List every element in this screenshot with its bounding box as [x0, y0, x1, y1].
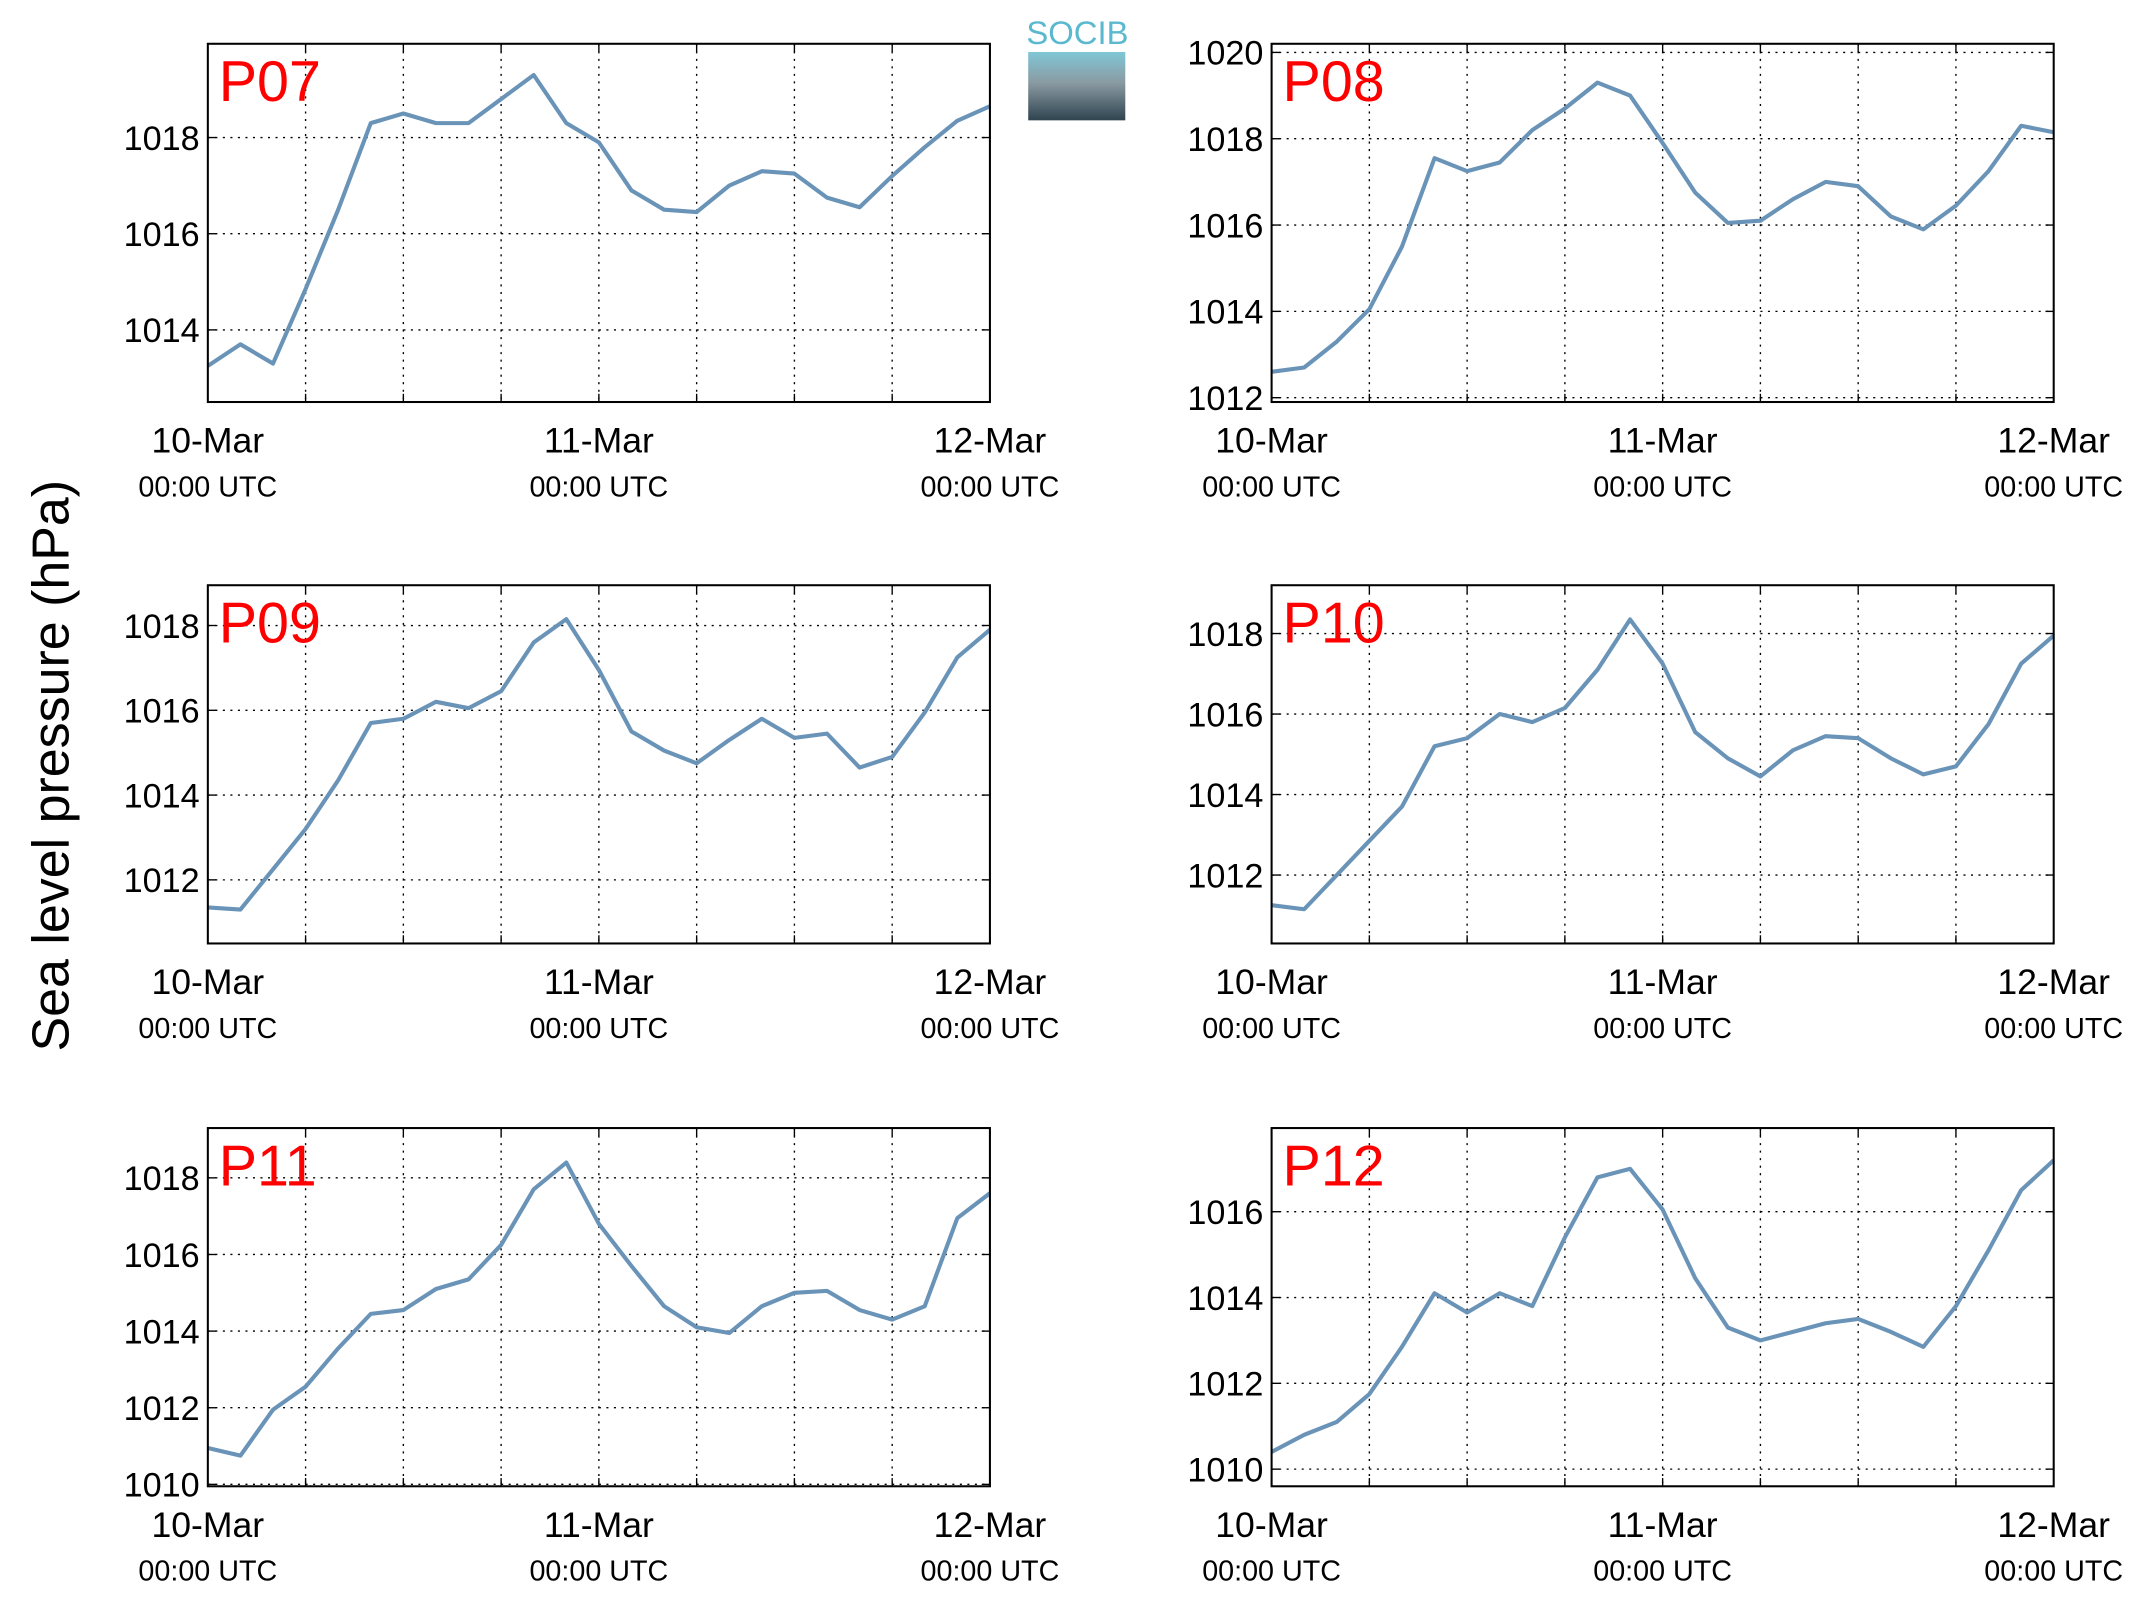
x-tick-label: 10-Mar — [1215, 962, 1328, 1002]
x-tick-label: 11-Mar — [1608, 421, 1718, 461]
y-tick-label: 1014 — [1187, 294, 1263, 332]
y-tick-label: 1020 — [1187, 35, 1263, 73]
x-tick-sublabel: 00:00 UTC — [529, 471, 668, 503]
x-tick-label: 12-Mar — [1997, 962, 2110, 1002]
x-tick-label: 11-Mar — [1608, 1505, 1718, 1545]
x-tick-sublabel: 00:00 UTC — [1202, 1556, 1341, 1588]
x-tick-label: 11-Mar — [544, 1505, 654, 1545]
x-tick-label: 11-Mar — [544, 421, 654, 461]
y-tick-label: 1010 — [1187, 1451, 1263, 1489]
data-line — [1271, 80, 2055, 374]
x-tick-sublabel: 00:00 UTC — [138, 471, 277, 503]
x-tick-sublabel: 00:00 UTC — [1202, 1013, 1341, 1045]
chart-title: P11 — [219, 1134, 317, 1198]
y-tick-label: 1016 — [124, 1237, 200, 1275]
y-tick-label: 1014 — [1187, 777, 1263, 815]
plot-frame — [206, 42, 991, 404]
y-tick-label: 1018 — [1187, 121, 1263, 159]
data-line — [206, 72, 991, 368]
plot-frame — [1270, 42, 2055, 404]
data-line — [207, 617, 992, 912]
x-tick-label: 12-Mar — [1997, 1505, 2110, 1545]
y-tick-label: 1016 — [1187, 1194, 1263, 1232]
plot-frame — [1270, 1127, 2055, 1488]
x-tick-label: 12-Mar — [934, 1505, 1047, 1545]
y-tick-label: 1012 — [124, 1390, 200, 1428]
chart-title: P07 — [219, 50, 321, 114]
y-tick-label: 1018 — [124, 608, 200, 646]
x-tick-sublabel: 00:00 UTC — [529, 1556, 668, 1588]
x-tick-sublabel: 00:00 UTC — [1984, 1556, 2123, 1588]
chart-title: P10 — [1283, 592, 1385, 656]
x-tick-label: 10-Mar — [1215, 421, 1328, 461]
x-tick-label: 10-Mar — [152, 1505, 265, 1545]
x-tick-label: 11-Mar — [1608, 962, 1718, 1002]
plot-frame — [206, 1127, 991, 1488]
y-tick-label: 1014 — [124, 1313, 200, 1351]
y-tick-label: 1010 — [124, 1467, 200, 1505]
logo-text: SOCIB — [1026, 14, 1128, 51]
x-tick-sublabel: 00:00 UTC — [138, 1556, 277, 1588]
x-tick-label: 10-Mar — [152, 421, 265, 461]
x-tick-sublabel: 00:00 UTC — [1984, 1013, 2123, 1045]
data-line — [1270, 1158, 2056, 1454]
x-tick-label: 12-Mar — [934, 962, 1047, 1002]
logo-mark — [1028, 51, 1126, 121]
x-tick-sublabel: 00:00 UTC — [921, 471, 1060, 503]
y-tick-label: 1016 — [1187, 696, 1263, 734]
y-tick-label: 1012 — [124, 862, 200, 900]
plot-frame — [1270, 584, 2055, 945]
data-line — [207, 1160, 992, 1458]
chart-title: P08 — [1283, 50, 1385, 114]
x-tick-sublabel: 00:00 UTC — [921, 1556, 1060, 1588]
x-tick-sublabel: 00:00 UTC — [1202, 471, 1341, 503]
x-tick-sublabel: 00:00 UTC — [1984, 471, 2123, 503]
y-tick-label: 1014 — [124, 312, 200, 350]
x-tick-sublabel: 00:00 UTC — [921, 1013, 1060, 1045]
chart-title: P09 — [219, 592, 321, 656]
y-tick-label: 1018 — [124, 1160, 200, 1198]
y-tick-label: 1018 — [1187, 616, 1263, 654]
y-tick-label: 1012 — [1187, 1366, 1263, 1404]
y-axis-label: Sea level pressure (hPa) — [22, 480, 80, 1052]
y-tick-label: 1016 — [1187, 207, 1263, 245]
y-tick-label: 1014 — [124, 777, 200, 815]
chart-title: P12 — [1283, 1134, 1385, 1198]
x-tick-label: 12-Mar — [934, 421, 1047, 461]
y-tick-label: 1016 — [124, 693, 200, 731]
x-tick-label: 10-Mar — [152, 962, 265, 1002]
x-tick-sublabel: 00:00 UTC — [138, 1013, 277, 1045]
data-line — [1271, 617, 2056, 912]
y-tick-label: 1012 — [1187, 380, 1263, 418]
x-tick-sublabel: 00:00 UTC — [1593, 1556, 1732, 1588]
x-tick-label: 12-Mar — [1997, 421, 2110, 461]
x-tick-label: 10-Mar — [1215, 1505, 1328, 1545]
y-tick-label: 1016 — [124, 216, 200, 254]
x-tick-label: 11-Mar — [544, 962, 654, 1002]
y-tick-label: 1018 — [124, 120, 200, 158]
x-tick-sublabel: 00:00 UTC — [1593, 1013, 1732, 1045]
plot-frame — [206, 584, 991, 945]
y-tick-label: 1012 — [1187, 857, 1263, 895]
x-tick-sublabel: 00:00 UTC — [1593, 471, 1732, 503]
y-tick-label: 1014 — [1187, 1280, 1263, 1318]
x-tick-sublabel: 00:00 UTC — [529, 1013, 668, 1045]
